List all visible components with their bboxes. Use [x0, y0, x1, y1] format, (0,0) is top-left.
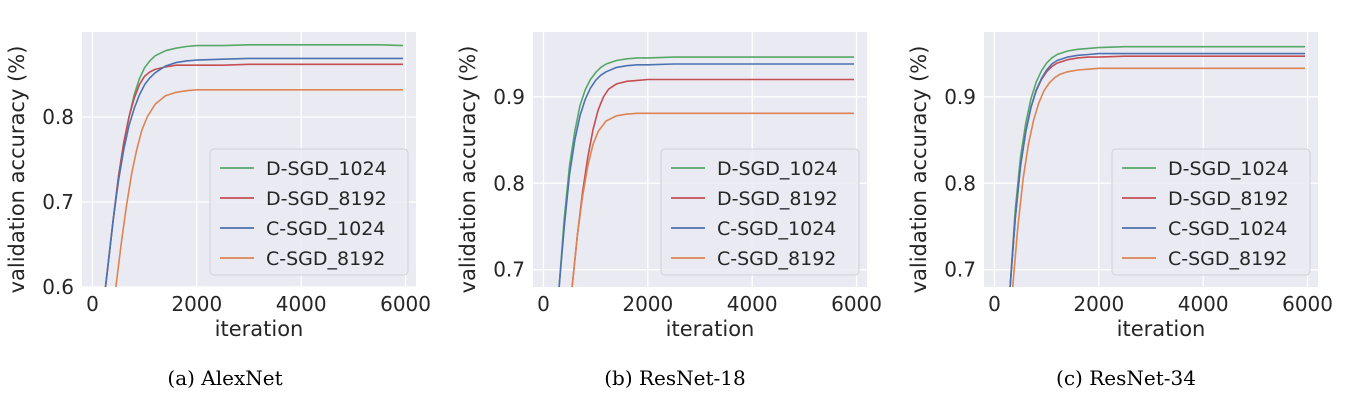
legend: D-SGD_1024 D-SGD_8192 C-SGD_1024 C-SGD_8192: [1111, 148, 1311, 276]
series-line-d-sgd-8192: [104, 63, 403, 287]
x-tick-label: 2000: [171, 292, 222, 316]
series-line-d-sgd-1024: [558, 56, 854, 287]
y-axis-label: validation accuracy (%): [5, 46, 29, 294]
x-tick-label: 6000: [831, 292, 882, 316]
x-axis-label: iteration: [215, 317, 304, 341]
legend: D-SGD_1024 D-SGD_8192 C-SGD_1024 C-SGD_8192: [209, 148, 409, 276]
y-tick-label: 0.7: [42, 190, 74, 214]
panel-alexnet: 0.6 0.7 0.8 0 2000 4000 6000 iteration validatio…: [5, 32, 431, 390]
legend-label-d-sgd-8192: D-SGD_8192: [266, 188, 387, 210]
y-tick-label: 0.8: [493, 171, 525, 195]
series-line-d-sgd-1024: [1009, 45, 1305, 287]
x-tick-label: 4000: [727, 292, 778, 316]
legend-box: [660, 148, 860, 276]
y-tick-label: 0.7: [944, 258, 976, 282]
x-tick-label: 2000: [1073, 292, 1124, 316]
legend-label-c-sgd-8192: C-SGD_8192: [1168, 248, 1287, 270]
y-tick-label: 0.9: [944, 85, 976, 109]
series-group: [1009, 45, 1305, 287]
series-line-d-sgd-8192: [571, 78, 854, 287]
y-tick-label: 0.8: [944, 171, 976, 195]
legend-box: [1111, 148, 1311, 276]
y-axis-label: validation accuracy (%): [456, 46, 480, 294]
panel-caption: (b) ResNet-18: [604, 366, 746, 390]
x-axis-label: iteration: [666, 317, 755, 341]
legend-label-c-sgd-8192: C-SGD_8192: [717, 248, 836, 270]
series-group: [558, 56, 854, 287]
series-group: [104, 43, 404, 287]
legend-label-c-sgd-1024: C-SGD_1024: [266, 218, 385, 240]
x-tick-label: 6000: [380, 292, 431, 316]
x-tick-label: 6000: [1282, 292, 1333, 316]
series-line-c-sgd-1024: [558, 63, 854, 287]
legend-label-d-sgd-1024: D-SGD_1024: [266, 158, 387, 180]
y-tick-label: 0.9: [493, 85, 525, 109]
x-tick-label: 0: [86, 292, 99, 316]
legend-label-c-sgd-1024: C-SGD_1024: [717, 218, 836, 240]
x-tick-label: 4000: [276, 292, 327, 316]
y-tick-label: 0.7: [493, 258, 525, 282]
y-axis-label: validation accuracy (%): [907, 46, 931, 294]
series-line-c-sgd-8192: [571, 112, 854, 287]
panel-caption: (c) ResNet-34: [1056, 366, 1196, 390]
x-tick-label: 4000: [1178, 292, 1229, 316]
x-tick-label: 2000: [622, 292, 673, 316]
legend: D-SGD_1024 D-SGD_8192 C-SGD_1024 C-SGD_8192: [660, 148, 860, 276]
y-tick-label: 0.6: [42, 275, 74, 299]
series-line-c-sgd-8192: [115, 89, 403, 287]
panel-resnet-34: 0.7 0.8 0.9 0 2000 4000 6000 iteration validatio…: [907, 32, 1333, 390]
legend-label-d-sgd-1024: D-SGD_1024: [717, 158, 838, 180]
panel-caption: (a) AlexNet: [167, 366, 282, 390]
series-line-c-sgd-8192: [1011, 67, 1305, 287]
panel-resnet-18: 0.7 0.8 0.9 0 2000 4000 6000 iteration validatio…: [456, 32, 882, 390]
x-tick-label: 0: [988, 292, 1001, 316]
series-line-c-sgd-1024: [1009, 52, 1305, 287]
legend-label-c-sgd-8192: C-SGD_8192: [266, 248, 385, 270]
y-tick-label: 0.8: [42, 105, 74, 129]
series-line-c-sgd-1024: [104, 57, 403, 287]
x-axis-label: iteration: [1117, 317, 1206, 341]
legend-label-d-sgd-1024: D-SGD_1024: [1168, 158, 1289, 180]
legend-box: [209, 148, 409, 276]
legend-label-d-sgd-8192: D-SGD_8192: [717, 188, 838, 210]
legend-label-d-sgd-8192: D-SGD_8192: [1168, 188, 1289, 210]
legend-label-c-sgd-1024: C-SGD_1024: [1168, 218, 1287, 240]
x-tick-label: 0: [537, 292, 550, 316]
